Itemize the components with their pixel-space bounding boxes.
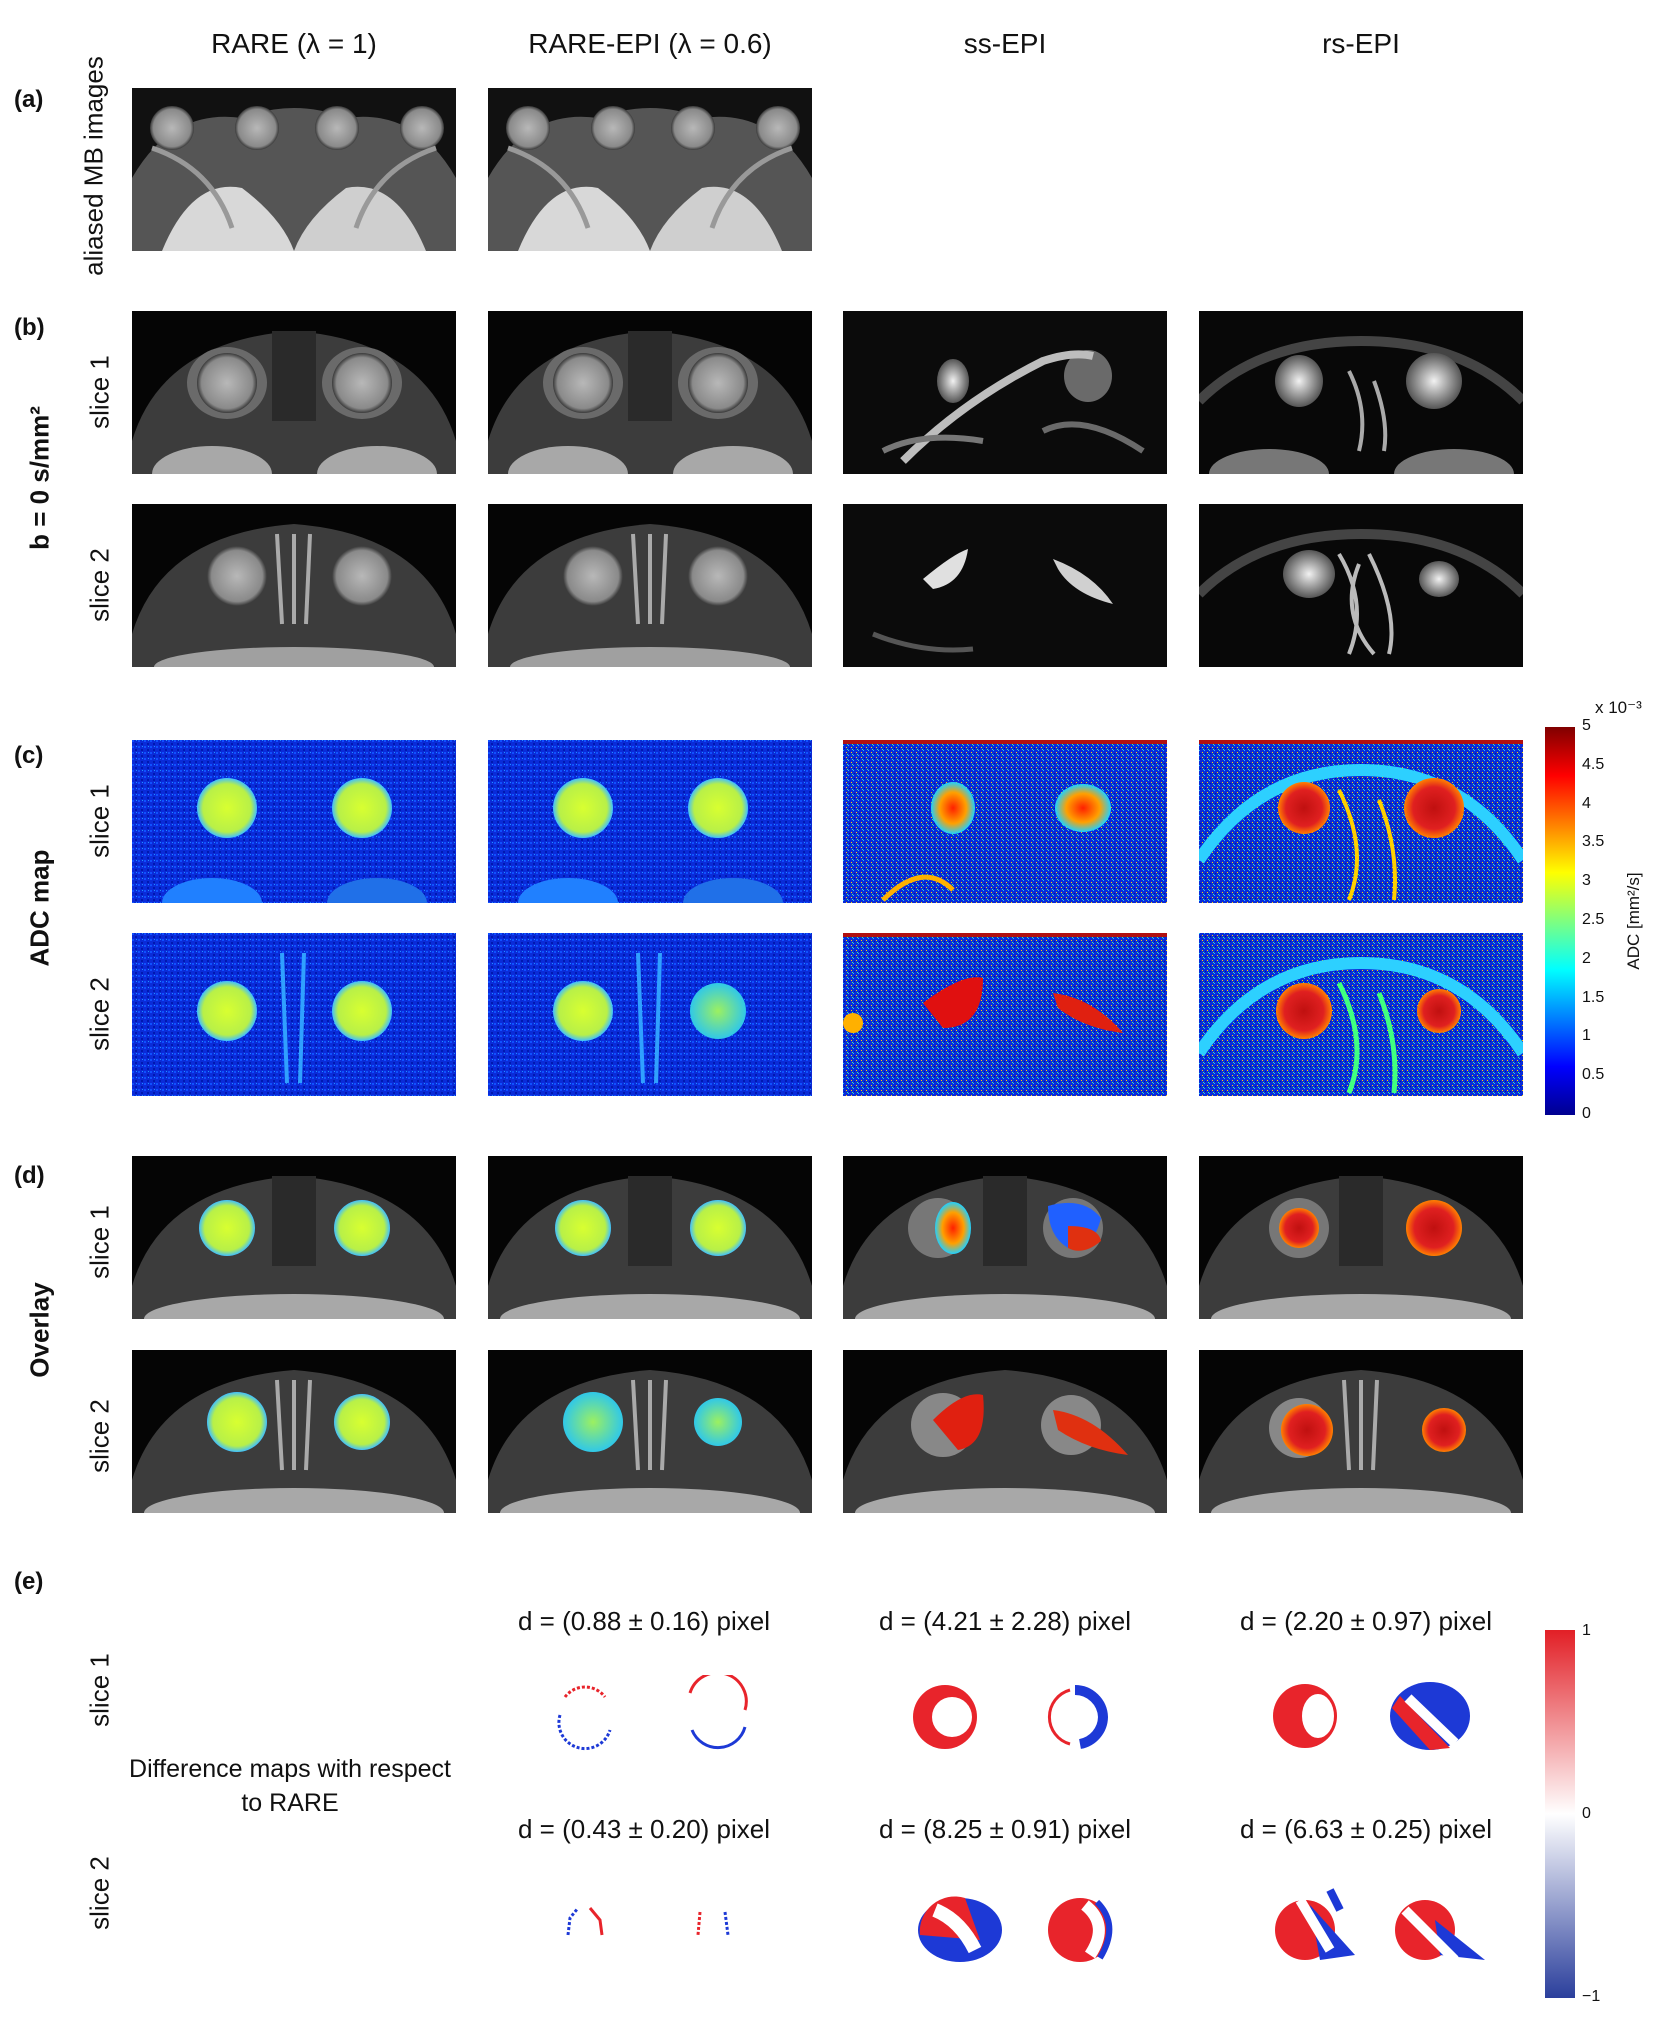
image-c1-ss-epi <box>843 740 1167 903</box>
label-e-slice1: slice 1 <box>84 1653 115 1727</box>
adc-colorbar-tick: 1.5 <box>1582 988 1605 1006</box>
distance-rs-epi-slice2: d = (6.63 ± 0.25) pixel <box>1239 1814 1493 1844</box>
label-overlay: Overlay <box>24 1282 55 1378</box>
image-c2-rare <box>132 933 456 1096</box>
difference-maps-note: Difference maps with respect to RARE <box>129 1755 451 1817</box>
panel-letter-e: (e) <box>14 1568 44 1595</box>
column-title-rare-epi: RARE-EPI (λ = 0.6) <box>528 28 772 59</box>
adc-colorbar-tick: 2 <box>1582 949 1591 967</box>
label-c-slice1: slice 1 <box>84 784 115 858</box>
image-c1-rs-epi <box>1199 740 1523 903</box>
image-a-rare-epi <box>488 88 812 251</box>
image-c1-rare <box>132 740 456 903</box>
adc-colorbar-tick: 4.5 <box>1582 755 1605 773</box>
image-d1-rs-epi <box>1199 1156 1523 1319</box>
diffmap-rare-epi-slice1 <box>540 1671 760 1755</box>
column-title-ss-epi: ss-EPI <box>963 28 1047 59</box>
distance-rare-epi-slice1: d = (0.88 ± 0.16) pixel <box>517 1606 771 1636</box>
image-b2-rare-epi <box>488 504 812 667</box>
label-b-slice2: slice 2 <box>84 548 115 622</box>
panel-letter-c: (c) <box>14 742 44 769</box>
diffmap-ss-epi-slice2 <box>905 1880 1125 1975</box>
diffmap-rs-epi-slice1 <box>1260 1668 1490 1763</box>
adc-colorbar-tick: 3 <box>1582 872 1591 890</box>
adc-colorbar <box>1545 727 1575 1115</box>
image-d2-ss-epi <box>843 1350 1167 1513</box>
image-b1-rare-epi <box>488 311 812 474</box>
label-d-slice1: slice 1 <box>84 1205 115 1279</box>
diffmap-ss-epi-slice1 <box>905 1672 1125 1762</box>
image-b2-ss-epi <box>843 504 1167 667</box>
adc-colorbar-tick: 3.5 <box>1582 833 1605 851</box>
distance-ss-epi-slice1: d = (4.21 ± 2.28) pixel <box>878 1606 1132 1636</box>
distance-rs-epi-slice1: d = (2.20 ± 0.97) pixel <box>1239 1606 1493 1636</box>
adc-colorbar-tick: 4 <box>1582 794 1591 812</box>
column-title-rare: RARE (λ = 1) <box>211 28 377 59</box>
column-title-rs-epi: rs-EPI <box>1322 28 1400 59</box>
distance-ss-epi-slice2: d = (8.25 ± 0.91) pixel <box>878 1814 1132 1844</box>
adc-colorbar-tick: 0 <box>1582 1105 1591 1122</box>
label-e-slice2: slice 2 <box>84 1856 115 1930</box>
panel-letter-d: (d) <box>14 1162 45 1189</box>
image-d1-rare-epi <box>488 1156 812 1319</box>
adc-colorbar-tick: 1 <box>1582 1027 1591 1045</box>
image-d2-rs-epi <box>1199 1350 1523 1513</box>
diff-colorbar-tick-top: 1 <box>1582 1622 1591 1639</box>
adc-colorbar-exponent: x 10⁻³ <box>1595 698 1642 717</box>
adc-colorbar-tick: 2.5 <box>1582 911 1605 928</box>
diff-colorbar-tick-bottom: −1 <box>1582 1988 1601 2005</box>
label-aliased-mb-images: aliased MB images <box>78 56 109 276</box>
adc-colorbar-tick: 0.5 <box>1582 1066 1605 1084</box>
image-d2-rare-epi <box>488 1350 812 1513</box>
image-c2-rs-epi <box>1199 933 1523 1096</box>
adc-colorbar-label: ADC [mm²/s] <box>1624 872 1643 970</box>
image-c2-ss-epi <box>843 933 1167 1096</box>
diff-colorbar <box>1545 1630 1575 1998</box>
image-b1-rs-epi <box>1199 311 1523 474</box>
label-c-slice2: slice 2 <box>84 977 115 1051</box>
image-b2-rs-epi <box>1199 504 1523 667</box>
diffmap-rare-epi-slice2 <box>540 1890 760 1970</box>
label-b0: b = 0 s/mm² <box>24 406 55 550</box>
panel-letter-b: (b) <box>14 314 45 341</box>
image-b2-rare <box>132 504 456 667</box>
image-d2-rare <box>132 1350 456 1513</box>
diffmap-rs-epi-slice2 <box>1260 1880 1490 1980</box>
image-c2-rare-epi <box>488 933 812 1096</box>
image-c1-rare-epi <box>488 740 812 903</box>
panel-letter-a: (a) <box>14 86 44 113</box>
label-d-slice2: slice 2 <box>84 1399 115 1473</box>
distance-rare-epi-slice2: d = (0.43 ± 0.20) pixel <box>517 1814 771 1844</box>
image-a-rare <box>132 88 456 251</box>
image-b1-rare <box>132 311 456 474</box>
adc-colorbar-tick: 5 <box>1582 717 1591 734</box>
diff-colorbar-tick-mid: 0 <box>1582 1805 1591 1822</box>
label-adc-map: ADC map <box>24 849 55 967</box>
label-b-slice1: slice 1 <box>84 355 115 429</box>
image-d1-rare <box>132 1156 456 1319</box>
image-b1-ss-epi <box>843 311 1167 474</box>
image-d1-ss-epi <box>843 1156 1167 1319</box>
